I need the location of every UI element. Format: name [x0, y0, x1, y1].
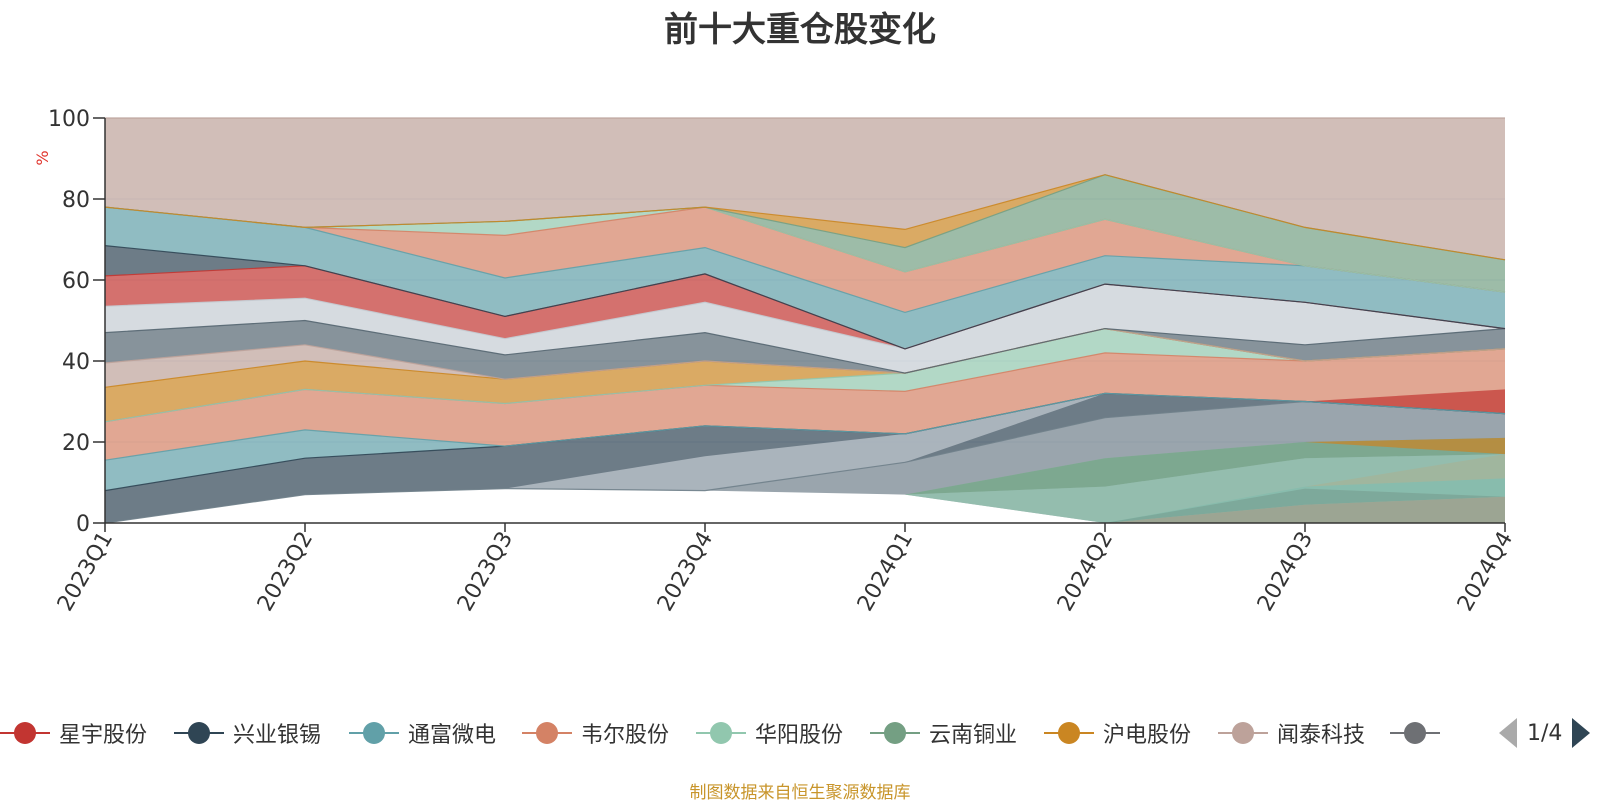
legend-item[interactable]: 星宇股份 — [0, 716, 147, 750]
y-tick-label: 80 — [62, 188, 90, 213]
legend-label: 闻泰科技 — [1277, 723, 1366, 748]
legend-label: 通富微电 — [408, 723, 497, 748]
legend-label: 星宇股份 — [59, 723, 148, 748]
area-band — [105, 118, 1505, 260]
legend-marker-icon — [1390, 716, 1440, 750]
area-band — [105, 207, 1505, 349]
x-tick-label: 2023Q3 — [453, 528, 518, 616]
area-band — [105, 328, 1505, 422]
series-line — [104, 400, 1506, 524]
legend-pager: 1/4 — [1495, 716, 1600, 750]
legend-marker-icon — [0, 716, 50, 750]
y-axis-label: % — [33, 150, 52, 165]
series-line — [104, 174, 1506, 261]
y-tick-label: 40 — [62, 350, 90, 375]
legend-item[interactable]: 云南铜业 — [870, 716, 1017, 750]
legend-item[interactable]: 华阳股份 — [696, 716, 843, 750]
x-tick-label: 2024Q4 — [1453, 528, 1518, 616]
y-tick-label: 20 — [62, 431, 90, 456]
x-tick-label: 2023Q4 — [653, 528, 718, 616]
area-band — [105, 284, 1505, 374]
legend-label: 华阳股份 — [755, 723, 844, 748]
series-line — [104, 319, 1506, 374]
legend: 星宇股份 兴业银锡 通富微电 韦尔股份 华阳股份 云南铜业 沪电股份 闻泰科技 — [0, 716, 1490, 750]
legend-item[interactable]: 闻泰科技 — [1218, 716, 1365, 750]
legend-label: 兴业银锡 — [233, 723, 322, 748]
chart-title: 前十大重仓股变化 — [664, 10, 936, 50]
legend-marker-icon — [870, 716, 920, 750]
series-line — [104, 206, 1506, 314]
x-tick-label: 2024Q1 — [853, 528, 918, 616]
legend-item[interactable]: 沪电股份 — [1044, 716, 1191, 750]
area-band — [105, 393, 1505, 491]
area-band — [105, 454, 1505, 523]
legend-marker-icon — [1044, 716, 1094, 750]
legend-next-icon[interactable] — [1572, 718, 1591, 748]
legend-marker-icon — [1218, 716, 1268, 750]
x-tick-label: 2023Q2 — [253, 528, 318, 616]
area-band — [105, 174, 1505, 293]
x-tick-label: 2024Q2 — [1053, 528, 1118, 616]
y-tick-label: 0 — [76, 512, 90, 537]
series-line — [104, 245, 1506, 350]
area-band — [105, 437, 1505, 523]
legend-marker-icon — [349, 716, 399, 750]
legend-item[interactable]: 通富微电 — [349, 716, 496, 750]
y-tick-label: 100 — [48, 107, 90, 132]
series-line — [104, 392, 1506, 461]
area-band — [105, 328, 1505, 388]
x-tick-label: 2024Q3 — [1253, 528, 1318, 616]
legend-marker-icon — [174, 716, 224, 750]
y-tick-label: 60 — [62, 269, 90, 294]
legend-label: 韦尔股份 — [581, 723, 670, 748]
legend-item[interactable]: 兴业银锡 — [174, 716, 321, 750]
area-band — [105, 320, 1505, 380]
legend-item[interactable]: 韦尔股份 — [522, 716, 669, 750]
legend-label: 沪电股份 — [1103, 723, 1192, 748]
area-band — [105, 389, 1505, 523]
legend-item[interactable] — [1390, 716, 1449, 750]
legend-marker-icon — [522, 716, 572, 750]
x-tick-label: 2023Q1 — [53, 528, 118, 616]
area-band — [105, 348, 1505, 461]
legend-label: 云南铜业 — [929, 723, 1018, 748]
legend-prev-icon[interactable] — [1499, 718, 1517, 748]
area-band — [105, 393, 1505, 523]
legend-marker-icon — [696, 716, 746, 750]
area-band — [105, 328, 1505, 422]
legend-page-indicator: 1/4 — [1527, 720, 1563, 746]
area-band — [105, 207, 1505, 293]
source-note: 制图数据来自恒生聚源数据库 — [689, 783, 911, 803]
series-line — [104, 327, 1506, 380]
